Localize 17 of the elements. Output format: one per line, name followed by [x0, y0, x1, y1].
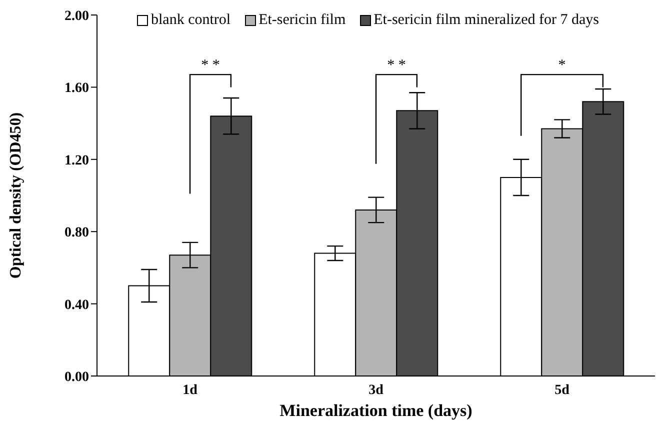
x-tick-label: 3d [368, 382, 384, 398]
y-tick-label: 1.20 [64, 153, 89, 168]
y-tick-label: 0.00 [64, 370, 89, 385]
annotation: * * [387, 58, 406, 74]
y-axis-title: Optical density (OD450) [8, 112, 25, 279]
annotation: * * [201, 58, 220, 74]
legend-label: blank control [150, 12, 231, 29]
x-tick-label: 1d [182, 382, 198, 398]
annotation: * [558, 58, 566, 74]
x-axis-title: Mineralization time (days) [280, 401, 472, 420]
y-tick-label: 0.40 [64, 298, 89, 313]
y-tick-label: 0.80 [64, 226, 89, 241]
legend-label: Et-sericin film mineralized for 7 days [372, 12, 599, 29]
legend-label: Et-sericin film [258, 12, 346, 29]
y-tick-label: 1.60 [64, 81, 89, 96]
y-tick-label: 2.00 [64, 8, 89, 24]
x-tick-label: 5d [554, 382, 570, 398]
